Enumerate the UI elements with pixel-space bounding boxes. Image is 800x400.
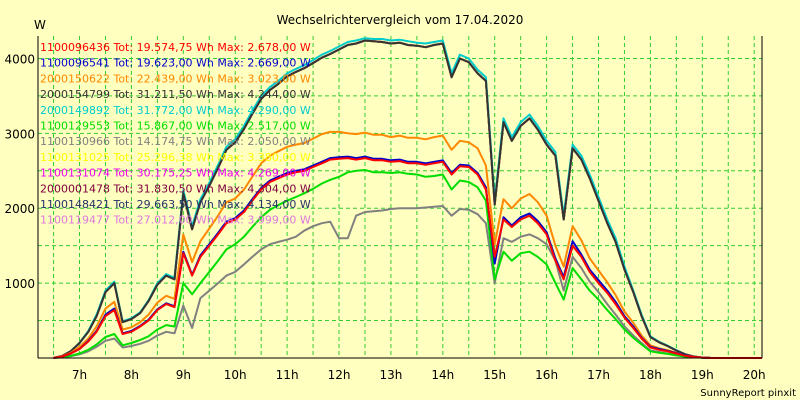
x-tick-label: 19h bbox=[691, 368, 714, 382]
x-tick-label: 18h bbox=[639, 368, 662, 382]
legend-entry: 1100130966 Tot: 14.174,75 Wh Max: 2.050,… bbox=[40, 135, 311, 148]
footer-credit: SunnyReport pinxit bbox=[700, 388, 796, 399]
legend-entry: 1100131074 Tot: 30.175,25 Wh Max: 4.269,… bbox=[40, 167, 311, 180]
x-tick-label: 8h bbox=[124, 368, 139, 382]
legend-entry: 2000149892 Tot: 31.772,00 Wh Max: 4.290,… bbox=[40, 104, 311, 117]
series-line-6 bbox=[53, 205, 762, 359]
legend-entry: 1100148421 Tot: 29.663,50 Wh Max: 4.134,… bbox=[40, 198, 311, 211]
x-tick-label: 13h bbox=[379, 368, 402, 382]
x-tick-label: 10h bbox=[224, 368, 247, 382]
y-tick-label: 2000 bbox=[4, 202, 35, 216]
series-line-2 bbox=[53, 130, 762, 359]
x-tick-label: 12h bbox=[328, 368, 351, 382]
x-tick-label: 15h bbox=[483, 368, 506, 382]
x-tick-label: 14h bbox=[431, 368, 454, 382]
legend-entry: 1100096436 Tot: 19.574,75 Wh Max: 2.678,… bbox=[40, 41, 311, 54]
legend: 1100096436 Tot: 19.574,75 Wh Max: 2.678,… bbox=[40, 41, 311, 227]
tick-labels: 7h 8h 9h 10h 11h 12h 13h 14h 15h 16h 17h 18h 19h 20h 1… bbox=[4, 52, 765, 382]
series-line-3 bbox=[53, 39, 762, 359]
legend-entry: 2000154799 Tot: 31.211,50 Wh Max: 4.244,… bbox=[40, 88, 311, 101]
series-lines bbox=[53, 37, 762, 359]
y-tick-label: 4000 bbox=[4, 52, 35, 66]
x-tick-label: 17h bbox=[587, 368, 610, 382]
legend-entry: 1100096541 Tot: 19.623,00 Wh Max: 2.669,… bbox=[40, 57, 311, 70]
legend-entry: 1100119477 Tot: 27.012,00 Wh Max: 3.999,… bbox=[40, 214, 311, 227]
x-tick-label: 16h bbox=[535, 368, 558, 382]
series-line-0 bbox=[53, 157, 762, 359]
legend-entry: 1100131025 Tot: 25.296,38 Wh Max: 3.380,… bbox=[40, 151, 311, 164]
legend-entry: 1100129553 Tot: 15.867,00 Wh Max: 2.517,… bbox=[40, 120, 311, 133]
x-tick-label: 11h bbox=[276, 368, 299, 382]
legend-entry: 2000150622 Tot: 22.439,00 Wh Max: 3.023,… bbox=[40, 72, 311, 85]
series-line-5 bbox=[53, 169, 762, 359]
y-tick-label: 3000 bbox=[4, 127, 35, 141]
x-tick-label: 9h bbox=[176, 368, 191, 382]
chart-title: Wechselrichtervergleich vom 17.04.2020 bbox=[277, 13, 524, 27]
axes bbox=[37, 36, 763, 359]
legend-entry: 2000001478 Tot: 31.830,50 Wh Max: 4.304,… bbox=[40, 182, 311, 195]
x-tick-label: 7h bbox=[72, 368, 87, 382]
y-tick-label: 1000 bbox=[4, 277, 35, 291]
x-tick-label: 20h bbox=[743, 368, 766, 382]
y-axis-label: W bbox=[34, 18, 46, 32]
